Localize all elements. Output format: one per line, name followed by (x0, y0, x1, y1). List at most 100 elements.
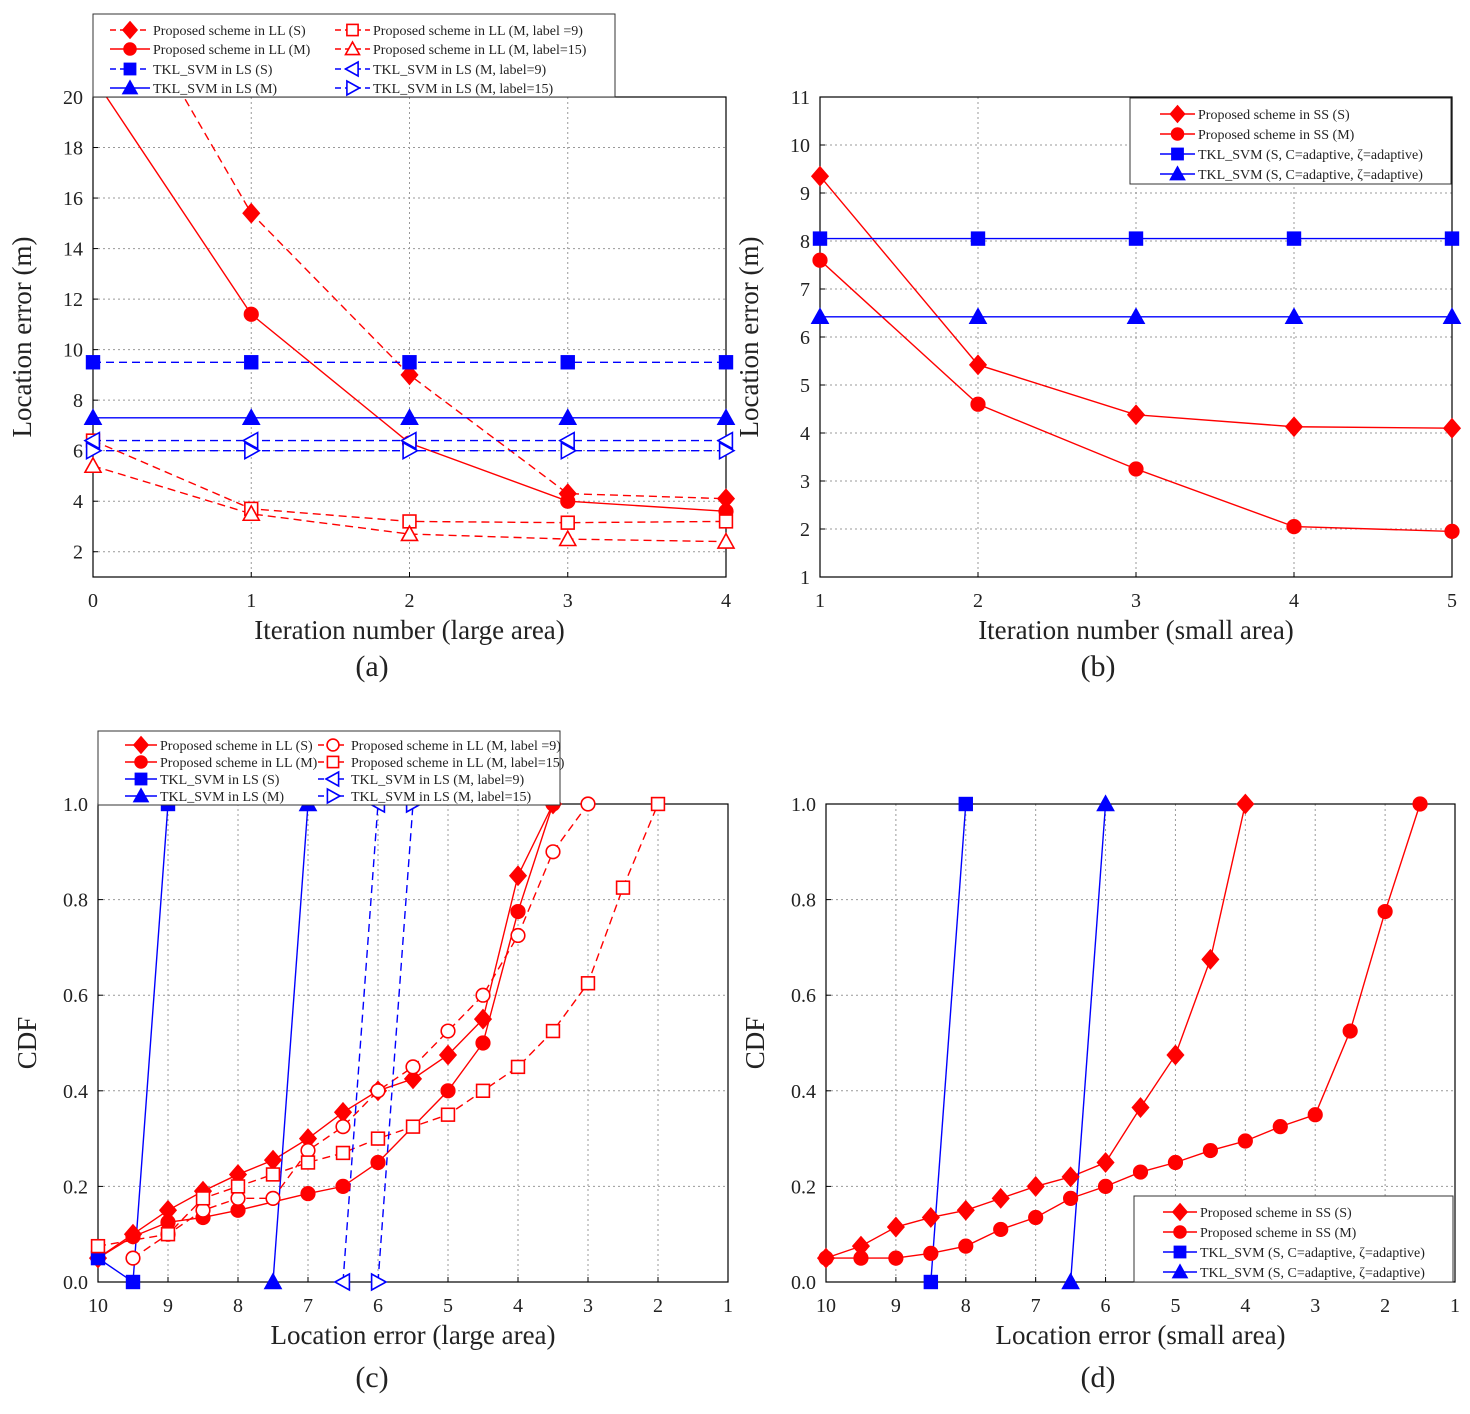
data-point (473, 1008, 493, 1030)
data-point (244, 355, 259, 370)
y-tick-label: 0.8 (63, 890, 88, 912)
x-tick-label: 2 (653, 1295, 663, 1317)
legend-marker (346, 23, 359, 37)
y-axis-label: Location error (m) (734, 237, 764, 438)
data-point (399, 431, 417, 450)
data-point (923, 1274, 939, 1290)
data-point (83, 456, 103, 474)
y-tick-label: 6 (73, 441, 83, 463)
data-point (718, 514, 734, 529)
data-point (300, 1185, 316, 1202)
data-point (818, 1250, 834, 1266)
x-tick-label: 10 (88, 1295, 108, 1317)
y-tick-label: 0.8 (791, 890, 816, 912)
y-tick-label: 12 (63, 289, 83, 311)
plot-frame (97, 803, 729, 1283)
legend-marker (123, 62, 137, 76)
data-point (716, 408, 736, 426)
data-point (716, 531, 736, 549)
legend-label: TKL_SVM in LS (S) (160, 773, 280, 788)
y-tick-label: 4 (73, 491, 83, 513)
data-point (90, 1250, 106, 1266)
data-point (510, 1059, 526, 1075)
x-tick-label: 1 (723, 1295, 733, 1317)
legend-label: Proposed scheme in LL (S) (160, 739, 313, 754)
legend-label: TKL_SVM (S, C=adaptive, ζ=adaptive) (1200, 1266, 1425, 1281)
legend-label: Proposed scheme in LL (M) (160, 756, 318, 771)
y-tick-label: 11 (791, 87, 810, 109)
data-point (402, 441, 420, 461)
marker-group (88, 793, 666, 1292)
data-point (560, 355, 575, 370)
legend-label: TKL_SVM in LS (M, label=9) (373, 63, 546, 78)
x-tick-label: 3 (563, 590, 573, 612)
y-tick-label: 20 (63, 87, 83, 109)
x-tick-label: 4 (1240, 1295, 1250, 1317)
marker-group (816, 793, 1428, 1290)
data-point (810, 307, 830, 325)
x-tick-label: 1 (1450, 1295, 1460, 1317)
x-tick-label: 9 (163, 1295, 173, 1317)
data-point (1286, 231, 1302, 246)
y-axis-label: CDF (12, 1017, 42, 1070)
data-point (1442, 307, 1462, 325)
data-point (244, 441, 261, 461)
data-point (560, 515, 575, 530)
y-tick-label: 6 (800, 327, 810, 349)
chart-panel-2: 1 2 3 4 5 1 2 3 4 5 6 7 8 9 10 11 Iteration number (smal… (734, 87, 1462, 683)
panel-label: (d) (1081, 1361, 1116, 1394)
y-tick-label: 10 (63, 340, 83, 362)
legend: Proposed scheme in SS (S) Proposed scheme… (1129, 97, 1452, 185)
data-point (1126, 404, 1146, 426)
x-tick-label: 1 (815, 590, 825, 612)
data-point (1061, 1166, 1080, 1188)
data-point (195, 1191, 211, 1206)
x-tick-label: 8 (961, 1295, 971, 1317)
data-point (333, 1101, 353, 1123)
legend-marker (134, 772, 148, 786)
data-point (812, 252, 828, 268)
y-tick-label: 0.2 (63, 1176, 88, 1198)
data-point (85, 441, 103, 461)
data-point (440, 1083, 456, 1099)
legend-marker (344, 40, 361, 56)
data-point (405, 1059, 421, 1075)
y-tick-label: 0.0 (791, 1272, 816, 1294)
panel-label: (a) (355, 650, 388, 683)
data-point (400, 364, 419, 386)
legend-label: Proposed scheme in SS (S) (1198, 108, 1350, 123)
legend-label: TKL_SVM in LS (M) (153, 82, 277, 97)
x-tick-label: 5 (1447, 590, 1457, 612)
data-point (263, 1272, 283, 1290)
data-point (263, 1149, 283, 1171)
data-point (403, 1068, 423, 1090)
data-point (230, 1179, 246, 1194)
data-point (400, 524, 419, 542)
data-point (1126, 307, 1146, 325)
x-tick-label: 3 (1310, 1295, 1320, 1317)
series-line-2 (820, 259, 1452, 533)
x-tick-label: 5 (443, 1295, 453, 1317)
data-point (335, 1145, 351, 1161)
x-tick-label: 4 (721, 590, 731, 612)
x-tick-label: 4 (1289, 590, 1299, 612)
data-point (580, 796, 596, 812)
y-tick-label: 16 (63, 188, 83, 210)
data-point (1061, 1272, 1080, 1290)
data-point (440, 1107, 456, 1122)
y-tick-label: 1.0 (791, 794, 816, 816)
data-point (241, 408, 261, 426)
data-point (1096, 1152, 1115, 1173)
data-point (405, 1119, 421, 1134)
data-point (545, 844, 561, 860)
y-tick-label: 8 (800, 231, 810, 253)
data-point (510, 903, 526, 920)
data-point (580, 976, 596, 991)
data-point (970, 396, 986, 412)
data-point (90, 1238, 106, 1254)
legend-marker (1173, 1225, 1187, 1239)
legend: Proposed scheme in SS (S) Proposed scheme… (1133, 1195, 1454, 1283)
x-tick-label: 9 (891, 1295, 901, 1317)
x-tick-label: 2 (405, 590, 415, 612)
